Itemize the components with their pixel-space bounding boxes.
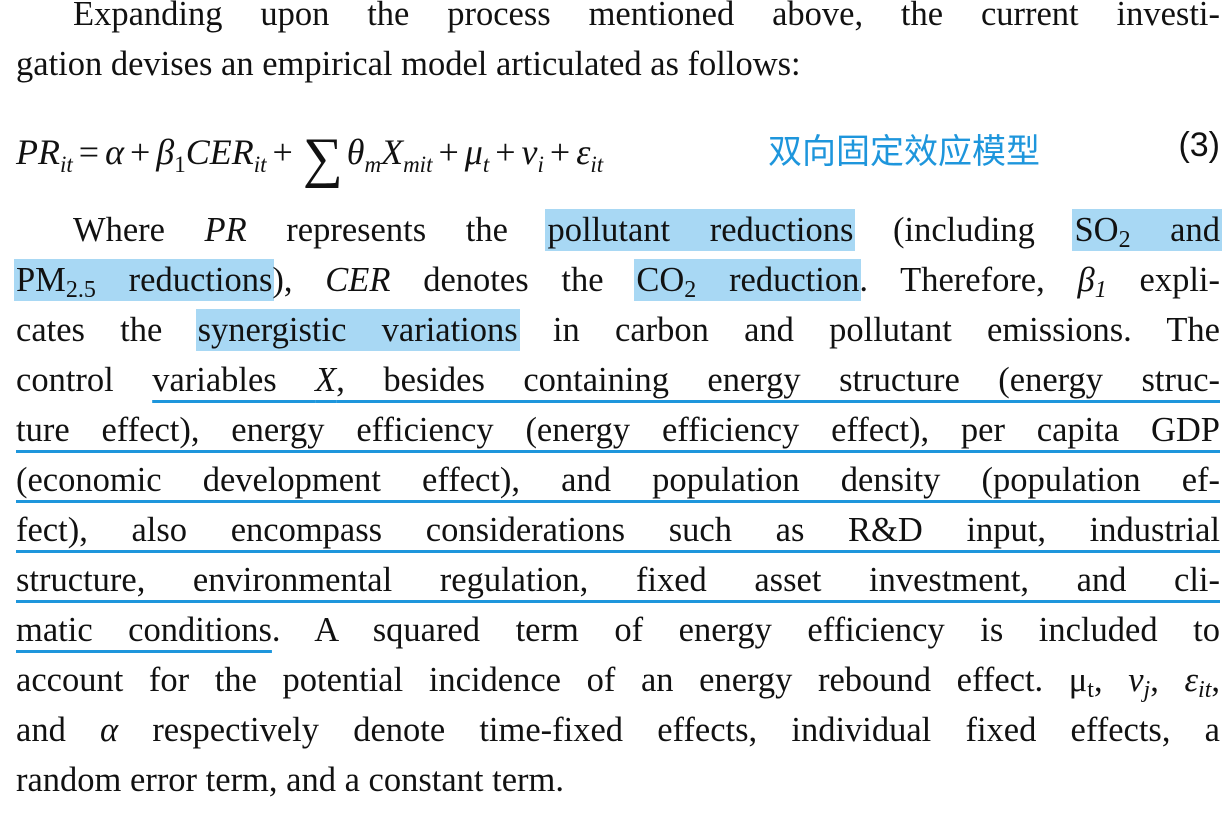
para-line-9: fect), also encompass considerations suc… [16, 511, 1220, 549]
para-line-4: PM2.5 reductions), CER denotes the CO2 r… [16, 261, 1220, 303]
highlight-pollutant-reductions: pollutant reductions [547, 211, 854, 249]
para-line-5: cates the synergistic variations in carb… [16, 311, 1220, 349]
para-line-10: structure, environmental regulation, fix… [16, 561, 1220, 599]
underline-climatic-conditions: matic conditions [16, 611, 272, 649]
intro-line-1: Expanding upon the process mentioned abo… [73, 0, 1220, 33]
highlight-pm25-reductions: PM2.5 reductions [16, 261, 273, 303]
intro-line-2: gation devises an empirical model articu… [16, 45, 801, 83]
underline-control-variables: variables X, besides containing energy s… [152, 361, 1220, 399]
para-line-3: Where PR represents the pollutant reduct… [73, 211, 1220, 253]
para-line-6: control variables X, besides containing … [16, 361, 1220, 399]
para-line-14: random error term, and a constant term. [16, 761, 564, 799]
para-line-11: matic conditions. A squared term of ener… [16, 611, 1220, 649]
equation-formula: PRit = α + β1CERit + ∑ θmXmit + μt + νi + εit [16, 127, 604, 189]
para-line-12: account for the potential incidence of a… [16, 661, 1221, 703]
highlight-synergistic-variations: synergistic variations [197, 311, 518, 349]
equation-annotation: 双向固定效应模型 [768, 132, 1040, 172]
para-line-13: and α respectively denote time-fixed eff… [16, 711, 1220, 749]
equation-number: (3) [1178, 126, 1220, 164]
equation-3: PRit = α + β1CERit + ∑ θmXmit + μt + νi + εit 双向固定效应模… [16, 120, 1220, 189]
para-line-8: (economic development effect), and popul… [16, 461, 1220, 499]
para-line-7: ture effect), energy efficiency (energy … [16, 411, 1220, 449]
highlight-so2: SO2 and [1074, 211, 1220, 253]
highlight-co2-reduction: CO2 reduction [636, 261, 860, 303]
